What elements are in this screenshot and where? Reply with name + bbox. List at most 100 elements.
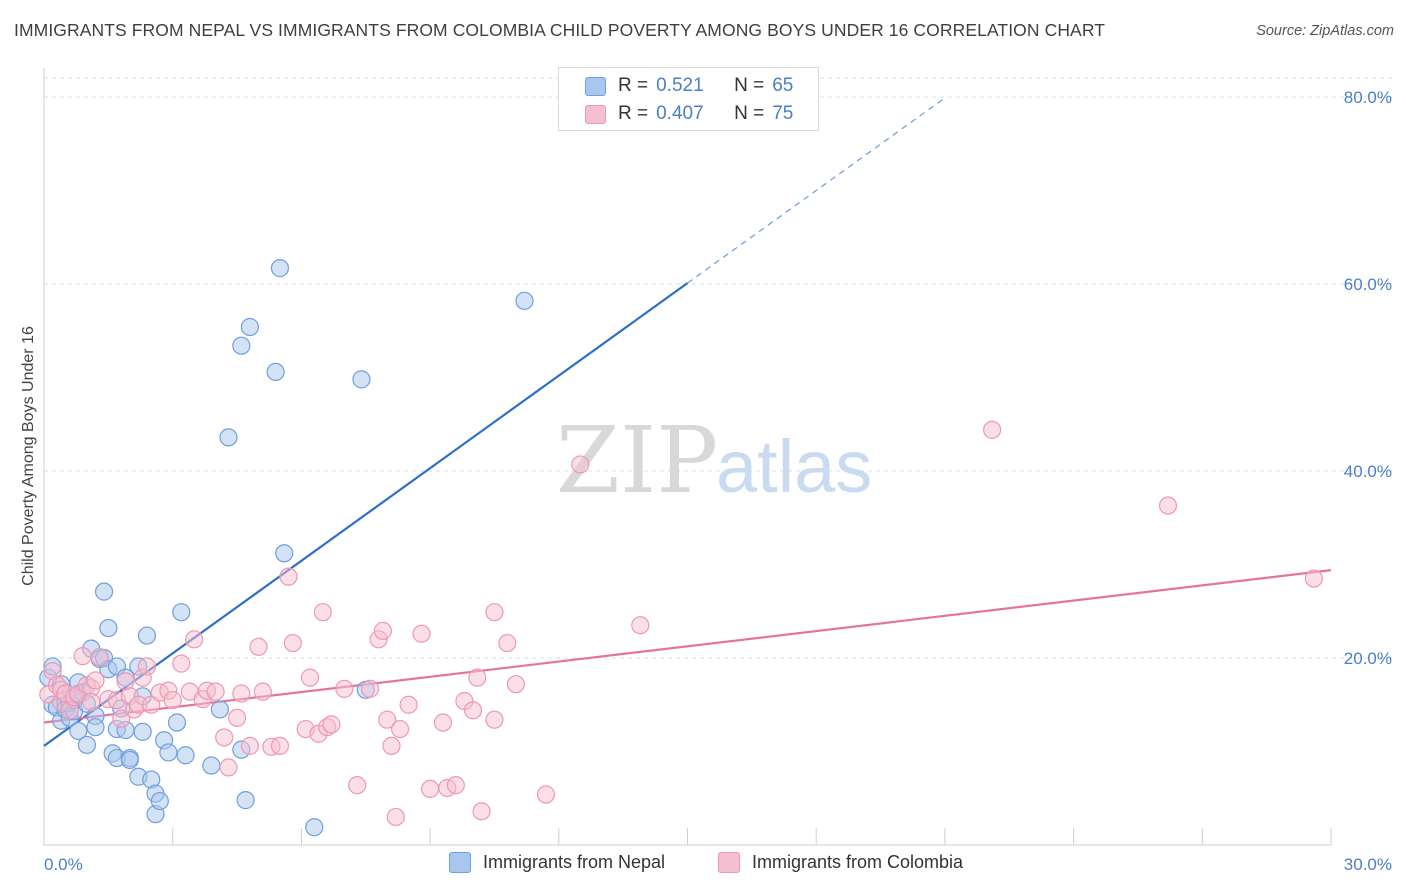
- colombia-point: [185, 630, 204, 649]
- colombia-point: [446, 776, 465, 795]
- series-legend: Immigrants from Nepal Immigrants from Co…: [0, 852, 1406, 878]
- scatter-points: [39, 259, 1323, 837]
- colombia-point: [116, 672, 135, 691]
- colombia-point: [506, 675, 526, 694]
- colombia-point: [172, 654, 191, 673]
- legend-item-nepal[interactable]: Immigrants from Nepal: [449, 852, 665, 873]
- y-tick-label: 20.0%: [1344, 649, 1392, 668]
- nepal-point: [202, 756, 221, 775]
- colombia-point: [73, 647, 92, 666]
- legend-r-value: 0.407: [656, 103, 704, 124]
- watermark: ZIP atlas: [556, 407, 872, 514]
- colombia-point: [270, 736, 290, 755]
- colombia-point: [360, 679, 380, 698]
- nepal-point: [159, 743, 178, 762]
- y-axis-label: Child Poverty Among Boys Under 16: [20, 326, 37, 586]
- colombia-point: [322, 715, 341, 734]
- nepal-point: [99, 618, 118, 638]
- nepal-point: [275, 544, 294, 563]
- legend-r-label: R =: [618, 75, 649, 96]
- nepal-point: [176, 746, 195, 765]
- watermark-atlas: atlas: [716, 425, 872, 508]
- axes: [43, 68, 1332, 846]
- colombia-point: [335, 679, 354, 698]
- nepal-point: [133, 722, 152, 741]
- colombia-point: [382, 736, 401, 755]
- nepal-swatch-icon: [585, 76, 606, 96]
- nepal-point: [77, 735, 97, 755]
- x-tick-labels: 0.0% 30.0%: [44, 855, 1392, 874]
- colombia-point: [348, 776, 367, 795]
- colombia-point: [253, 682, 272, 701]
- y-tick-label: 60.0%: [1344, 275, 1392, 294]
- nepal-point: [270, 259, 290, 278]
- y-tick-label: 80.0%: [1344, 88, 1392, 107]
- nepal-point: [210, 700, 229, 719]
- nepal-swatch-icon: [449, 852, 471, 873]
- nepal-trend-extension: [687, 97, 946, 284]
- nepal-point: [236, 791, 255, 810]
- colombia-point: [227, 708, 247, 727]
- legend-item-label: Immigrants from Nepal: [483, 852, 666, 872]
- colombia-point: [498, 633, 517, 653]
- nepal-point: [86, 718, 105, 737]
- colombia-point: [1304, 569, 1323, 588]
- legend-n-label: N =: [734, 103, 765, 124]
- colombia-point: [485, 710, 504, 729]
- colombia-point: [472, 802, 491, 821]
- colombia-point: [313, 603, 332, 622]
- colombia-point: [249, 637, 268, 656]
- nepal-point: [305, 818, 324, 837]
- legend-item-label: Immigrants from Colombia: [752, 852, 964, 872]
- nepal-point: [219, 428, 238, 447]
- colombia-point: [279, 567, 298, 586]
- y-tick-labels: 20.0% 40.0% 60.0% 80.0%: [1344, 88, 1392, 668]
- nepal-point: [240, 317, 260, 337]
- colombia-point: [163, 690, 182, 710]
- nepal-point: [515, 291, 534, 310]
- colombia-swatch-icon: [585, 104, 606, 124]
- colombia-point: [982, 420, 1002, 439]
- colombia-point: [82, 692, 101, 712]
- colombia-point: [485, 603, 504, 622]
- legend-n-value: 75: [772, 103, 794, 124]
- colombia-point: [90, 647, 109, 667]
- correlation-legend: R = 0.521 N = 65 R = 0.407 N = 75: [558, 67, 819, 131]
- legend-r-value: 0.521: [656, 75, 704, 96]
- colombia-point: [536, 785, 556, 804]
- legend-row-colombia: R = 0.407 N = 75: [585, 101, 793, 127]
- source-label: Source: ZipAtlas.com: [1256, 23, 1394, 39]
- colombia-point: [373, 621, 393, 640]
- nepal-point: [94, 582, 114, 601]
- colombia-point: [206, 682, 225, 701]
- grid-lines: [44, 77, 1392, 659]
- colombia-point: [433, 713, 453, 732]
- nepal-point: [266, 362, 285, 381]
- y-tick-label: 40.0%: [1344, 462, 1392, 481]
- nepal-point: [232, 336, 251, 355]
- colombia-point: [300, 668, 320, 687]
- nepal-point: [137, 626, 157, 645]
- nepal-point: [167, 713, 187, 732]
- legend-row-nepal: R = 0.521 N = 65: [585, 73, 793, 99]
- colombia-point: [421, 779, 440, 799]
- colombia-point: [386, 807, 405, 827]
- colombia-point: [112, 709, 131, 728]
- nepal-point: [172, 603, 191, 622]
- nepal-point: [69, 721, 88, 741]
- colombia-point: [86, 671, 105, 690]
- colombia-point: [215, 728, 234, 747]
- colombia-swatch-icon: [718, 852, 740, 873]
- colombia-point: [571, 455, 590, 474]
- colombia-point: [232, 684, 251, 703]
- colombia-point: [378, 710, 397, 729]
- legend-n-value: 65: [772, 75, 794, 96]
- legend-item-colombia[interactable]: Immigrants from Colombia: [718, 852, 963, 873]
- colombia-point: [219, 758, 238, 777]
- colombia-point: [412, 624, 431, 643]
- colombia-point: [468, 668, 487, 687]
- colombia-point: [390, 719, 410, 739]
- x-tick-label: 0.0%: [44, 855, 83, 874]
- legend-r-label: R =: [618, 103, 649, 124]
